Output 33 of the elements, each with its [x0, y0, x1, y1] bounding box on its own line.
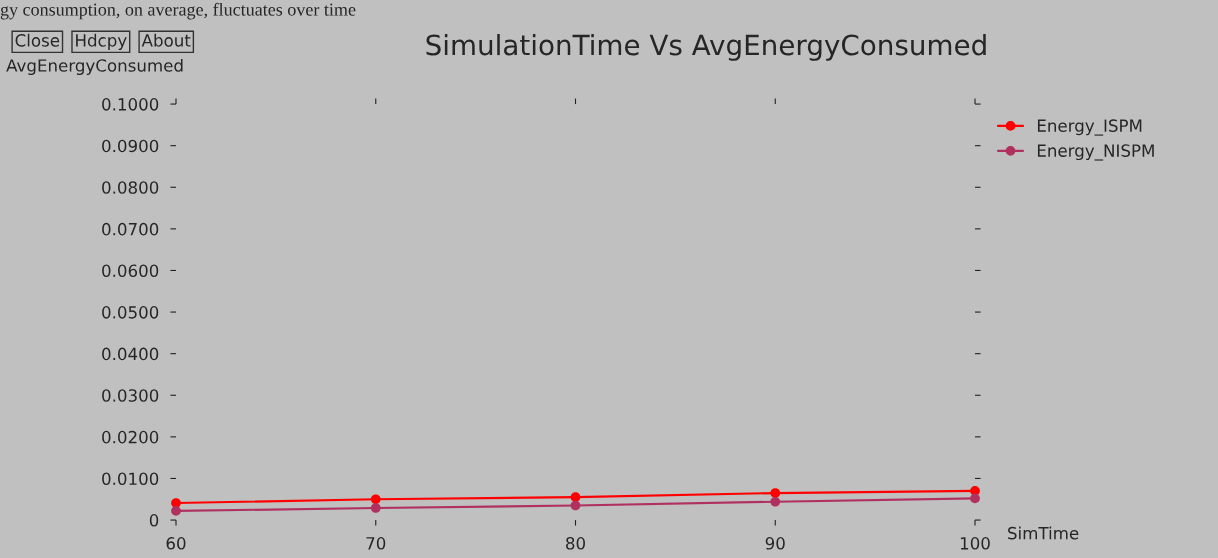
text: gy consumption, on average, fluctuates over time: [0, 2, 356, 20]
y-tick-label: 0.0500: [102, 306, 159, 319]
x-tick-label: 90: [765, 537, 785, 550]
x-axis-title: SimTime: [1008, 526, 1079, 540]
text: Hdcpy: [76, 33, 127, 50]
text: About: [141, 33, 191, 47]
x-tick-label: 60: [166, 537, 186, 550]
y-tick-label: 0.0600: [102, 264, 159, 278]
y-tick-label: 0.0200: [102, 430, 159, 444]
text: Close: [15, 33, 60, 47]
y-tick-label: 0.0700: [102, 222, 159, 236]
x-tick-label: 80: [566, 537, 585, 550]
y-tick-label: 0.0100: [102, 472, 159, 486]
point: [570, 492, 581, 503]
legend-label: Energy_NISPM: [1037, 144, 1154, 161]
y-tick-label: 0: [149, 514, 159, 527]
legend-label: Energy_ISPM: [1037, 119, 1142, 136]
x-tick-label: 100: [960, 537, 990, 550]
point: [171, 506, 181, 516]
point: [770, 488, 781, 498]
y-tick-label: 0.0300: [102, 389, 159, 402]
y-axis-title: AvgEnergyConsumed: [6, 58, 183, 76]
y-tick-label: 0.1000: [102, 98, 159, 111]
chart-title: SimulationTime Vs AvgEnergyConsumed: [426, 33, 986, 61]
y-tick-label: 0.0900: [102, 139, 159, 153]
x-tick-label: 70: [366, 537, 386, 550]
y-tick-label: 0.0400: [102, 347, 159, 361]
point: [770, 496, 781, 507]
point: [370, 503, 381, 513]
point: [370, 494, 381, 505]
point: [570, 500, 581, 511]
point: [970, 493, 980, 504]
y-tick-label: 0.0800: [102, 181, 159, 194]
